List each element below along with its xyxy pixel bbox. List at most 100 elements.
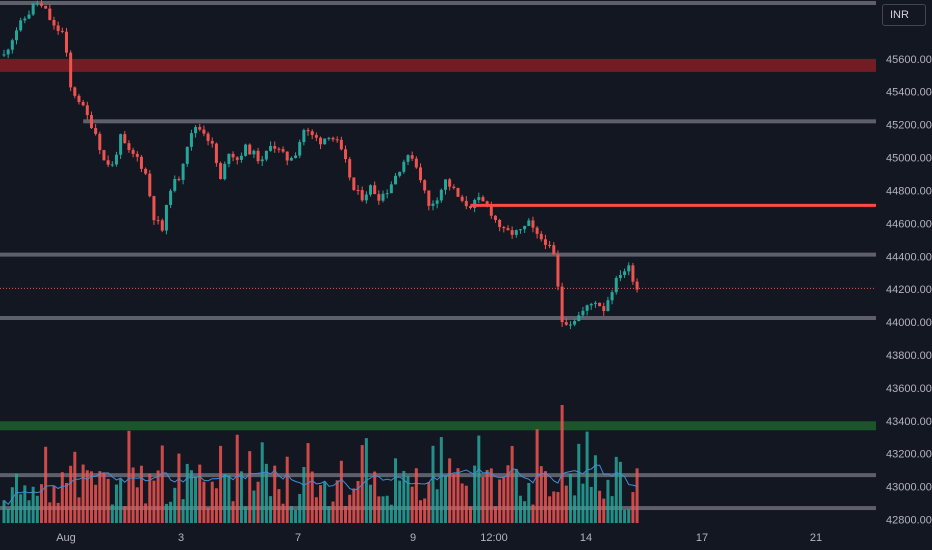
- candle-body: [235, 157, 239, 160]
- candle-body: [631, 265, 635, 282]
- candle-body: [244, 144, 248, 156]
- candle-body: [206, 133, 210, 141]
- volume-bar: [35, 495, 39, 523]
- volume-bar: [198, 464, 202, 523]
- volume-bar: [277, 489, 281, 523]
- candle-body: [635, 281, 639, 290]
- candle-body: [19, 20, 23, 31]
- volume-bar: [135, 487, 139, 523]
- candle-body: [289, 157, 293, 161]
- volume-bar: [14, 473, 18, 523]
- volume-bar: [581, 483, 585, 523]
- volume-bar: [94, 484, 98, 523]
- volume-bar: [352, 488, 356, 523]
- candle-body: [219, 163, 223, 180]
- volume-bar: [531, 504, 535, 523]
- candle-body: [2, 54, 6, 56]
- time-tick-label: 21: [810, 532, 822, 544]
- candle-body: [227, 153, 231, 164]
- price-tick-label: 44800.00: [886, 185, 932, 197]
- candle-body: [364, 194, 368, 201]
- candle-body: [539, 233, 543, 240]
- candle-body: [464, 200, 468, 207]
- candle-body: [498, 219, 502, 228]
- candle-body: [431, 203, 435, 206]
- price-tick-label: 43200.00: [886, 449, 932, 461]
- candle-body: [627, 265, 631, 272]
- volume-bar: [252, 490, 256, 523]
- volume-bar: [593, 455, 597, 523]
- price-tick-label: 43400.00: [886, 416, 932, 428]
- volume-bar: [6, 508, 10, 523]
- volume-bar: [331, 501, 335, 523]
- currency-selector-button[interactable]: INR: [882, 4, 926, 26]
- price-tick-label: 45000.00: [886, 153, 932, 165]
- candle-body: [248, 144, 252, 155]
- top-level-line: [0, 1, 876, 5]
- time-axis[interactable]: Aug 3 7 9 12:00 14 17 21: [56, 532, 822, 544]
- candle-body: [39, 3, 43, 6]
- candle-body: [135, 153, 139, 157]
- volume-bar: [606, 479, 610, 523]
- volume-bar: [481, 476, 485, 523]
- price-tick-label: 45600.00: [886, 54, 932, 66]
- candle-body: [177, 179, 181, 181]
- price-tick-label: 45400.00: [886, 87, 932, 99]
- candle-body: [156, 220, 160, 222]
- candle-body: [548, 244, 552, 246]
- time-tick-label: Aug: [56, 532, 76, 544]
- volume-bar: [498, 479, 502, 523]
- time-tick-label: 17: [696, 532, 708, 544]
- candle-body: [477, 197, 481, 200]
- candle-body: [23, 18, 27, 21]
- volume-bar: [493, 506, 497, 523]
- candle-body: [394, 175, 398, 185]
- volume-bar: [177, 453, 181, 523]
- volume-bar: [389, 504, 393, 523]
- volume-bar: [477, 435, 481, 523]
- candle-body: [448, 179, 452, 187]
- candle-body: [252, 150, 256, 155]
- volume-bar: [48, 502, 52, 523]
- candle-body: [160, 220, 164, 231]
- levels-layer: [0, 1, 876, 511]
- volume-bar: [439, 437, 443, 523]
- candle-body: [102, 150, 106, 161]
- volume-bar: [614, 456, 618, 523]
- volume-bar: [369, 484, 373, 523]
- volume-ma-layer: [3, 464, 638, 506]
- candle-body: [589, 303, 593, 306]
- candle-body: [344, 149, 348, 160]
- volume-bar: [527, 482, 531, 523]
- candle-body: [310, 131, 314, 136]
- candle-body: [123, 134, 127, 144]
- time-tick-label: 9: [410, 532, 416, 544]
- candle-body: [189, 133, 193, 147]
- candle-body: [181, 163, 185, 180]
- candle-body: [348, 159, 352, 178]
- candle-body: [110, 164, 114, 166]
- volume-bar: [260, 442, 264, 523]
- volume-bar: [443, 475, 447, 523]
- time-tick-label: 3: [178, 532, 184, 544]
- volume-bar: [223, 473, 227, 523]
- candle-body: [56, 25, 60, 31]
- volume-bar: [460, 483, 464, 523]
- candle-body: [14, 30, 18, 41]
- candle-body: [298, 142, 302, 156]
- candle-body: [468, 206, 472, 209]
- candle-body: [489, 204, 493, 216]
- candle-body: [281, 149, 285, 152]
- candle-body: [531, 220, 535, 228]
- candle-body: [198, 127, 202, 130]
- price-axis[interactable]: 45600.00 45400.00 45200.00 45000.00 44800.00…: [876, 0, 932, 550]
- candle-body: [410, 155, 414, 159]
- volume-bar: [310, 471, 314, 523]
- candle-body: [406, 155, 410, 162]
- volume-bar: [423, 498, 427, 523]
- volume-bar: [573, 495, 577, 523]
- volume-bar: [464, 485, 468, 523]
- candle-body: [518, 229, 522, 231]
